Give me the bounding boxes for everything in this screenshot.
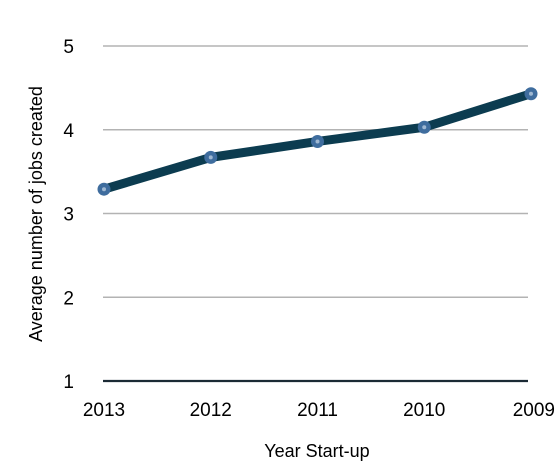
- y-tick-label-5: 5: [63, 37, 74, 58]
- gridlines: [103, 45, 528, 383]
- x-tick-label-2012: 2012: [190, 400, 232, 421]
- y-tick-label-1: 1: [63, 372, 74, 393]
- x-tick-label-2011: 2011: [297, 400, 338, 421]
- x-tick-label-2010: 2010: [403, 400, 445, 421]
- data-point-marker-center: [422, 125, 427, 130]
- x-axis-title: Year Start-up: [264, 441, 369, 461]
- data-point-marker-center: [102, 187, 106, 192]
- y-tick-label-2: 2: [63, 288, 74, 309]
- data-point-2009: [524, 87, 538, 101]
- y-axis-ticks: 1 2 3 4 5: [63, 37, 74, 393]
- data-point-marker-center: [315, 139, 320, 144]
- y-tick-label-3: 3: [63, 205, 74, 226]
- x-tick-label-2013: 2013: [83, 400, 125, 421]
- data-point-2012: [204, 150, 218, 164]
- y-axis-title: Average number of jobs created: [26, 86, 46, 342]
- data-point-2010: [417, 120, 431, 134]
- data-point-2013: [97, 182, 111, 196]
- x-tick-label-2009: 2009: [513, 400, 555, 421]
- data-point-2011: [311, 134, 324, 148]
- series-group: [97, 87, 538, 196]
- y-tick-label-4: 4: [63, 121, 74, 142]
- data-point-marker-center: [208, 155, 213, 160]
- x-axis-ticks: 2013 2012 2011 2010 2009: [83, 400, 555, 421]
- data-point-marker-center: [529, 91, 533, 96]
